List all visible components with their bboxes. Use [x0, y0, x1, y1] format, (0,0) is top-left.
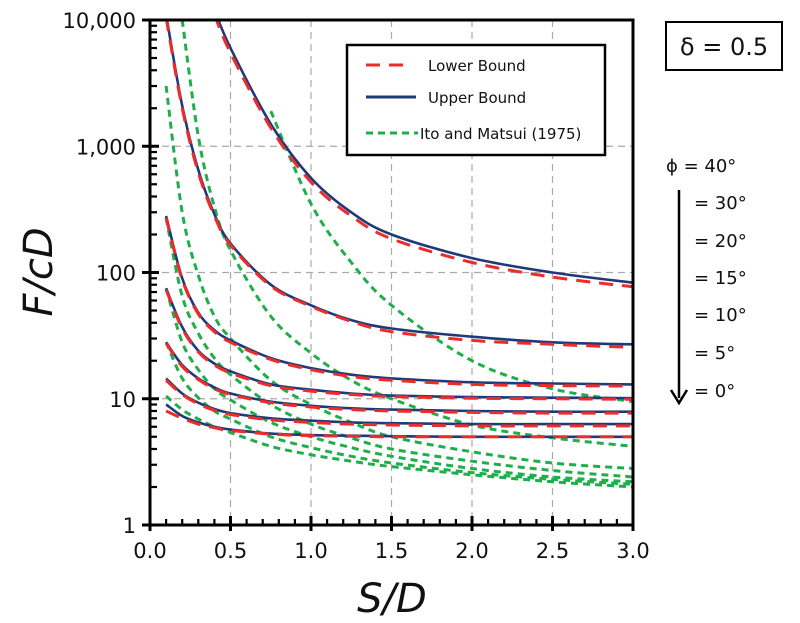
x-tick-label: 1.5	[375, 539, 408, 563]
y-tick-label: 1	[123, 514, 136, 538]
phi-label: ϕ = 40°	[666, 156, 736, 177]
phi-label: = 10°	[694, 305, 747, 326]
phi-label: = 15°	[694, 268, 747, 289]
legend-label-lower: Lower Bound	[428, 57, 526, 75]
y-tick-label: 10,000	[63, 9, 136, 33]
y-axis-title: F/cD	[16, 227, 62, 316]
legend-label-ito: Ito and Matsui (1975)	[420, 125, 581, 143]
delta-box	[665, 21, 783, 71]
series-line-ito	[165, 394, 633, 489]
x-axis-title: S/D	[357, 576, 427, 622]
series-line-lower	[164, 289, 633, 401]
phi-label: = 30°	[694, 193, 747, 214]
series-line-ito	[164, 341, 633, 486]
delta-annotation: δ = 0.5	[665, 21, 783, 71]
series-line-upper	[216, 20, 633, 284]
x-tick-label: 0.5	[214, 539, 247, 563]
phi-arrow-head-icon	[669, 389, 689, 406]
phi-label: = 20°	[694, 231, 747, 252]
y-tick-label: 1,000	[76, 135, 136, 159]
x-tick-label: 2.5	[536, 539, 569, 563]
x-tick-label: 3.0	[616, 539, 649, 563]
legend-box	[345, 43, 607, 157]
series-line-upper	[165, 377, 633, 426]
series-line-ito	[180, 20, 633, 448]
y-tick-label: 100	[96, 262, 136, 286]
series-line-ito	[269, 110, 633, 404]
phi-annotation: ϕ = 40° = 30° = 20° = 15° = 10° = 5° = 0°	[666, 156, 747, 406]
series-line-ito	[164, 85, 633, 470]
delta-label: δ = 0.5	[680, 33, 768, 61]
legend: Lower Bound Upper Bound Ito and Matsui (…	[345, 43, 607, 157]
series-line-lower	[165, 20, 633, 349]
series-line-lower	[214, 20, 633, 289]
tick-labels: 0.0 0.5 1.0 1.5 2.0 2.5 3.0 1 10 100 1,000 10,000	[63, 9, 650, 563]
phi-label: = 5°	[694, 343, 735, 364]
series-line-ito	[164, 287, 633, 484]
x-tick-label: 2.0	[455, 539, 488, 563]
y-tick-label: 10	[109, 388, 136, 412]
series-line-lower	[165, 409, 633, 439]
axes	[142, 18, 635, 531]
x-tick-label: 0.0	[133, 539, 166, 563]
curves	[164, 20, 633, 489]
legend-label-upper: Upper Bound	[428, 89, 526, 107]
series-line-lower	[165, 379, 633, 428]
series-line-lower	[164, 217, 633, 388]
series-line-lower	[164, 342, 633, 415]
phi-label: = 0°	[694, 381, 735, 402]
x-tick-label: 1.0	[294, 539, 327, 563]
